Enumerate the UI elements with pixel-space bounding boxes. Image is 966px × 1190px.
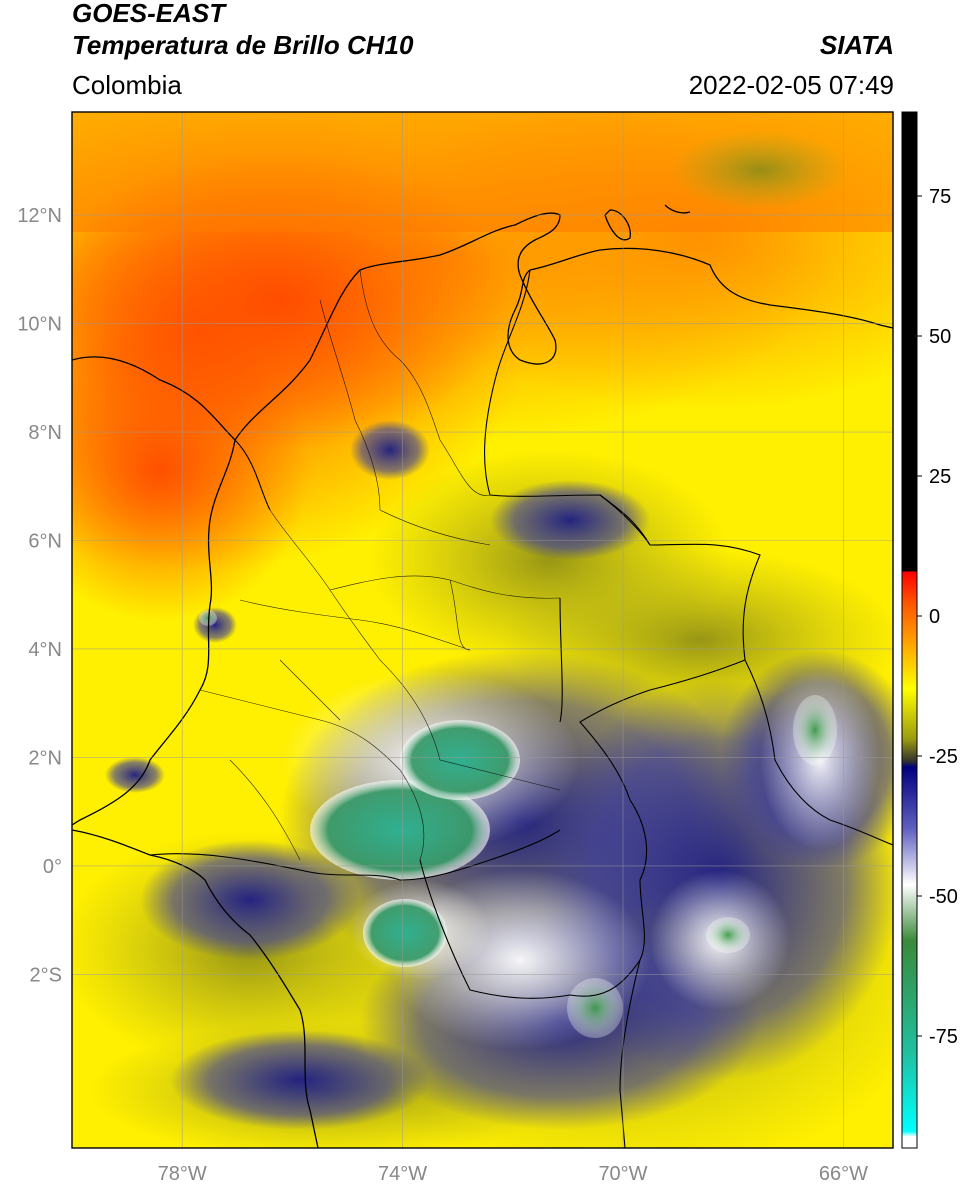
grid-lines — [72, 112, 893, 1148]
lon-tick-label: 70°W — [598, 1163, 647, 1185]
lon-tick-label: 66°W — [819, 1163, 868, 1185]
colorbar-tick-label: -75 — [929, 1026, 958, 1048]
timestamp-label: 2022-02-05 07:49 — [688, 70, 894, 100]
lat-tick-label: 6°N — [28, 531, 62, 553]
satellite-imagery — [72, 112, 893, 1148]
admin-borders — [199, 269, 561, 861]
colorbar-tick-label: 25 — [929, 466, 951, 488]
coastlines — [72, 204, 893, 1148]
lat-tick-label: 8°N — [28, 422, 62, 444]
lat-tick-labels: 12°N 10°N 8°N 6°N 4°N 2°N 0° 2°S — [17, 205, 62, 986]
colorbar — [901, 111, 918, 1149]
lon-tick-labels: 78°W 74°W 70°W 66°W — [158, 1163, 868, 1185]
region-label: Colombia — [72, 70, 182, 100]
brand-label: SIATA — [819, 30, 894, 60]
colorbar-tick-label: 50 — [929, 326, 951, 348]
map-frame — [71, 111, 894, 1149]
lat-tick-label: 10°N — [17, 314, 62, 336]
colorbar-tick-label: -50 — [929, 886, 958, 908]
colorbar-tick-labels: 75 50 25 0 -25 -50 -75 — [917, 186, 958, 1048]
colorbar-tick-label: -25 — [929, 746, 958, 768]
lat-tick-label: 2°S — [30, 964, 62, 986]
product-title: Temperatura de Brillo CH10 — [72, 30, 414, 60]
lat-tick-label: 0° — [43, 856, 62, 878]
satellite-title: GOES-EAST — [72, 0, 226, 28]
lat-tick-label: 12°N — [17, 205, 62, 227]
lon-tick-label: 78°W — [158, 1163, 207, 1185]
colorbar-tick-label: 75 — [929, 186, 951, 208]
colorbar-tick-label: 0 — [929, 606, 940, 628]
lon-tick-label: 74°W — [378, 1163, 427, 1185]
lat-tick-label: 2°N — [28, 747, 62, 769]
lat-tick-label: 4°N — [28, 639, 62, 661]
